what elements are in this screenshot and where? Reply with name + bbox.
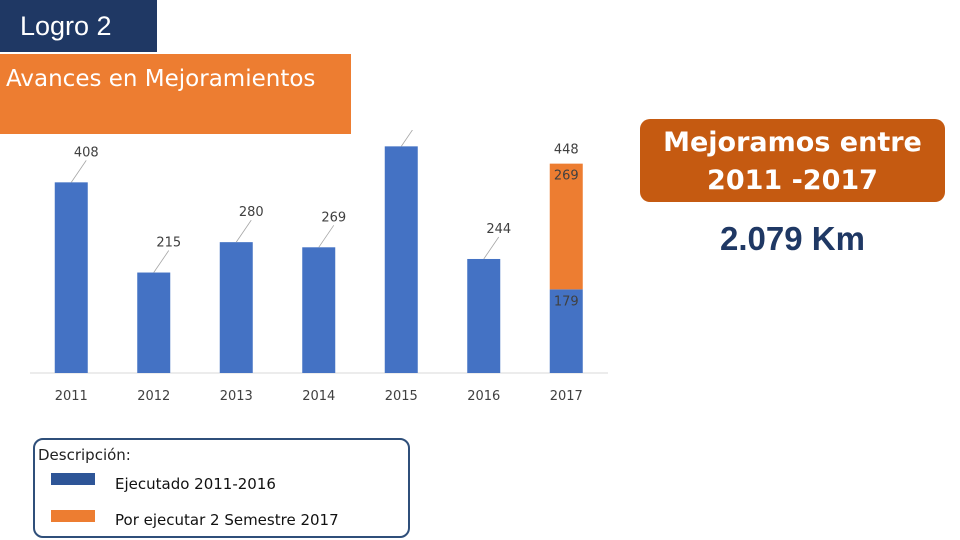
leader-line-2014 xyxy=(318,225,335,248)
bar-executed-2015 xyxy=(384,146,418,373)
x-tick-label-2012: 2012 xyxy=(137,389,170,404)
leader-line-2015 xyxy=(400,130,413,147)
leader-line-2013 xyxy=(235,219,252,243)
leader-line-2012 xyxy=(153,250,170,273)
total-km-value: 2.079 Km xyxy=(720,220,865,257)
bar-executed-2017 xyxy=(549,289,583,373)
x-tick-label-2013: 2013 xyxy=(220,389,253,404)
bar-executed-2012 xyxy=(137,272,171,373)
data-label-2012: 215 xyxy=(156,236,181,251)
bar-executed-2013 xyxy=(219,242,253,373)
data-label-2011: 408 xyxy=(74,145,99,160)
bar-chart: 4082011215201228020132692014485201524420… xyxy=(30,130,608,404)
bar-executed-2011 xyxy=(54,182,88,373)
legend-swatch-pending xyxy=(51,510,95,522)
leader-line-2016 xyxy=(483,236,500,260)
data-label-total-2017: 448 xyxy=(554,143,579,158)
data-label-executed-2017: 179 xyxy=(554,294,579,309)
legend-label-pending: Por ejecutar 2 Semestre 2017 xyxy=(115,511,339,529)
x-tick-label-2017: 2017 xyxy=(550,389,583,404)
x-tick-label-2011: 2011 xyxy=(55,389,88,404)
legend-title: Descripción: xyxy=(38,446,131,464)
legend-swatch-executed xyxy=(51,473,95,485)
data-label-pending-2017: 269 xyxy=(554,169,579,184)
data-label-2014: 269 xyxy=(321,210,346,225)
logro-badge: Logro 2 xyxy=(0,0,157,52)
legend: Descripción: Ejecutado 2011-2016 Por eje… xyxy=(33,438,410,538)
summary-callout: Mejoramos entre 2011 -2017 xyxy=(640,119,945,202)
x-tick-label-2016: 2016 xyxy=(467,389,500,404)
leader-line-2011 xyxy=(70,160,87,183)
bar-executed-2016 xyxy=(467,258,501,373)
bar-executed-2014 xyxy=(302,247,336,373)
data-label-2013: 280 xyxy=(239,205,264,220)
logro-badge-label: Logro 2 xyxy=(20,10,112,41)
data-label-2016: 244 xyxy=(486,222,511,237)
x-tick-label-2014: 2014 xyxy=(302,389,335,404)
section-title: Avances en Mejoramientos xyxy=(0,54,351,134)
x-tick-label-2015: 2015 xyxy=(385,389,418,404)
legend-label-executed: Ejecutado 2011-2016 xyxy=(115,475,276,493)
bar-pending-2017 xyxy=(549,163,583,290)
